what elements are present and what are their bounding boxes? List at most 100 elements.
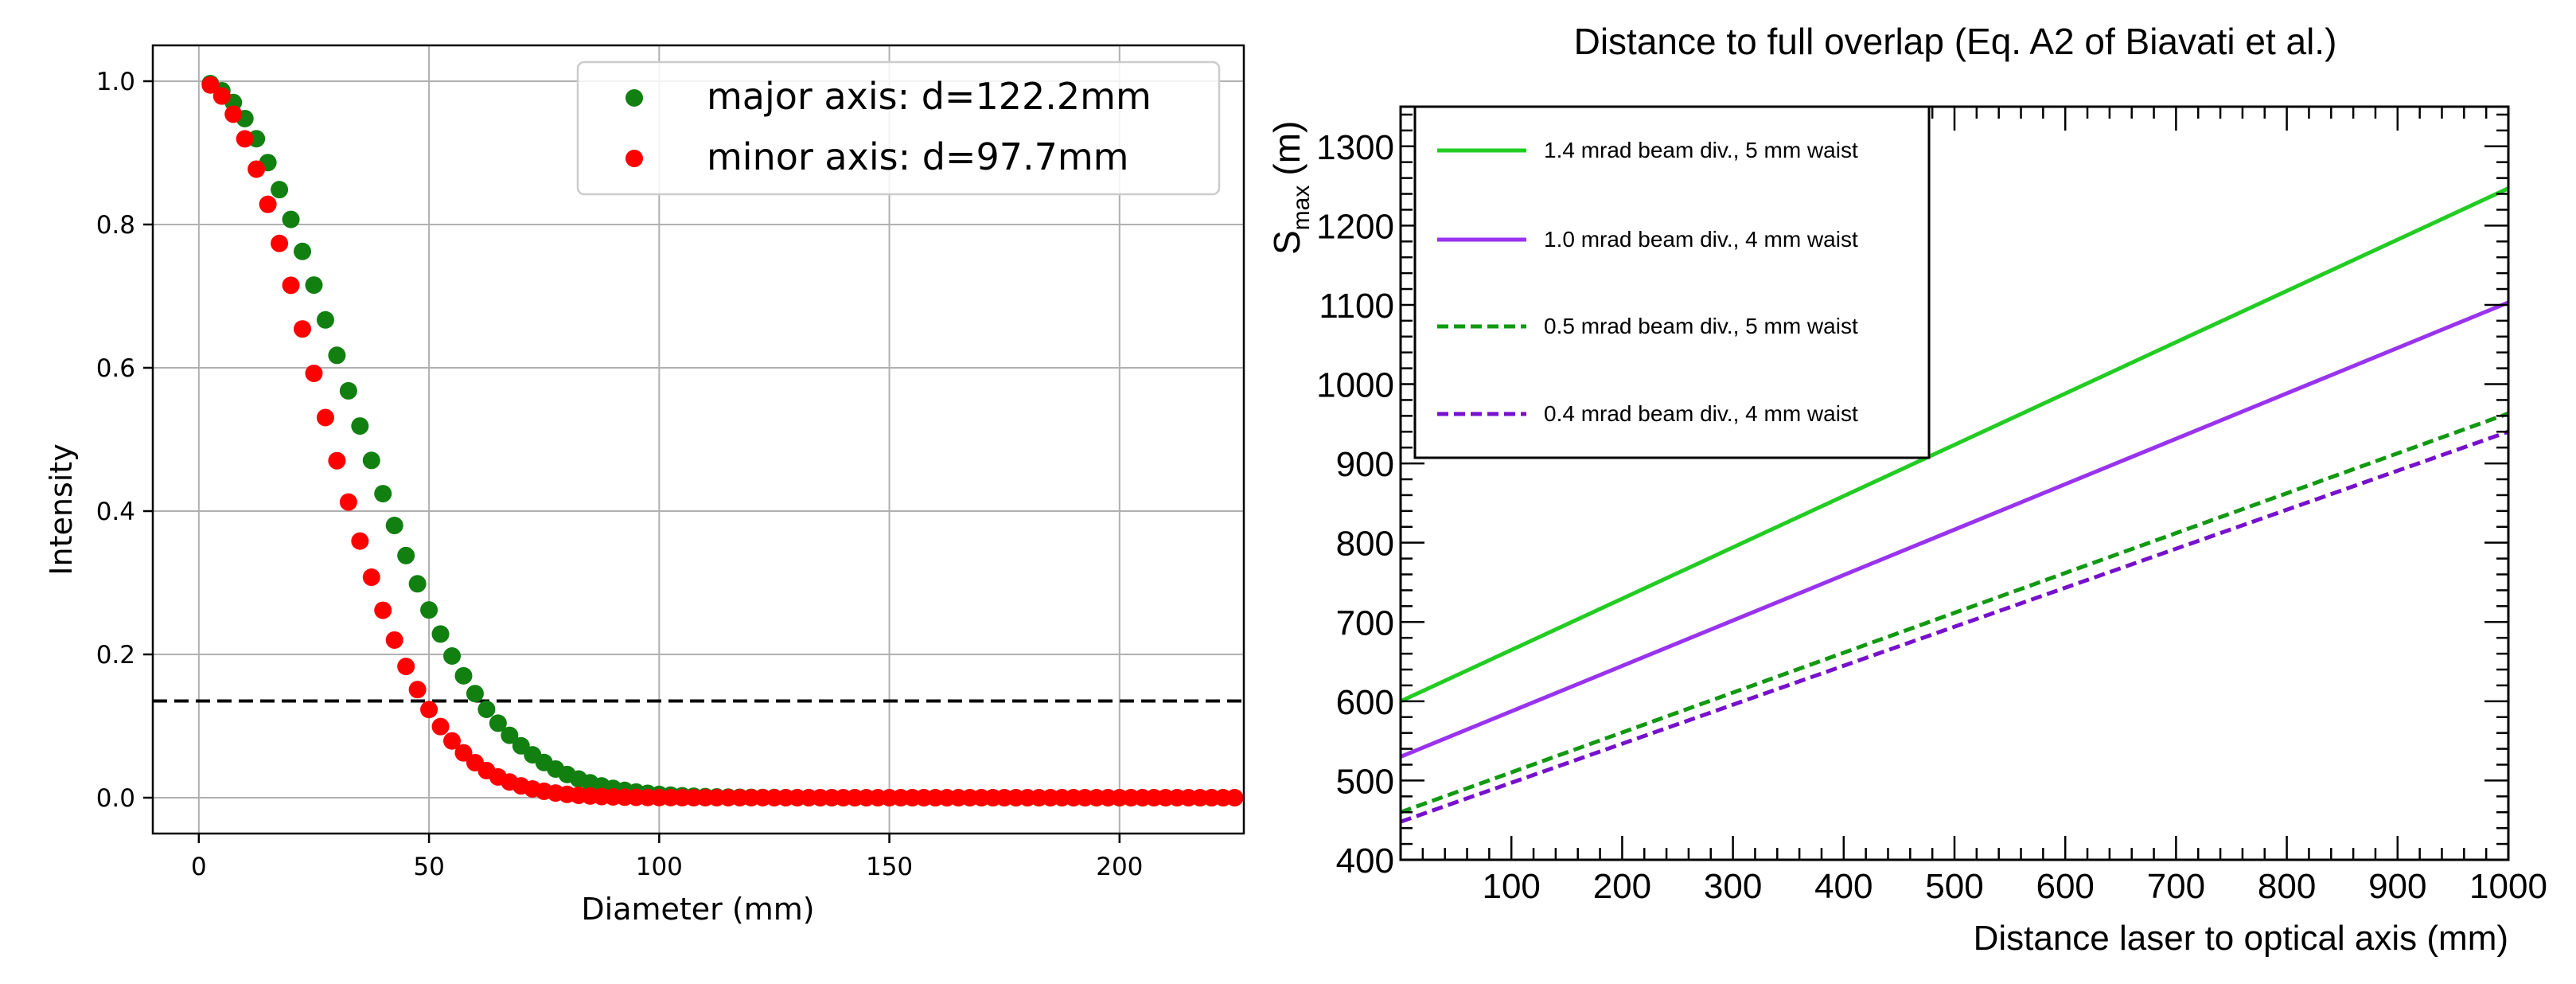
left-y-tick-labels: 0.0 0.2 0.4 0.6 0.8 1.0: [96, 68, 135, 813]
line-0.5mrad-5mm: [1400, 412, 2509, 814]
right-y-tick-label: 1100: [1319, 287, 1394, 326]
right-x-tick-label: 400: [1814, 867, 1873, 906]
left-legend: major axis: d=122.2mm minor axis: d=97.7…: [576, 61, 1221, 196]
right-y-tick-label: 800: [1336, 525, 1394, 564]
minor-axis-point: [282, 276, 300, 295]
left-y-tick-label: 0.6: [96, 354, 135, 383]
y-label-subscript: max: [1288, 185, 1315, 231]
minor-axis-point: [328, 451, 346, 470]
minor-axis-point: [362, 568, 380, 587]
left-x-tick-label: 150: [866, 853, 913, 881]
minor-axis-point: [259, 195, 277, 213]
legend-label-1.0mrad: 1.0 mrad beam div., 4 mm waist: [1544, 227, 1858, 252]
left-y-tick-label: 0.0: [96, 784, 135, 813]
major-axis-point: [282, 210, 300, 228]
right-y-axis-label: Smax (m): [1266, 121, 1315, 255]
minor-axis-point: [247, 160, 266, 178]
right-x-tick-label: 500: [1925, 867, 1983, 906]
right-x-tick-label: 800: [2258, 867, 2316, 906]
major-axis-point: [431, 625, 450, 643]
left-y-axis-label: Intensity: [44, 443, 79, 575]
minor-axis-point: [224, 105, 243, 123]
y-label-unit: (m): [1266, 121, 1307, 176]
left-x-axis-label: Diameter (mm): [581, 892, 814, 927]
left-legend-box: [576, 61, 1221, 196]
major-axis-point: [374, 485, 392, 503]
major-axis-point: [477, 700, 496, 718]
legend-marker-minor-axis: [625, 150, 643, 167]
right-legend-box: [1413, 105, 1931, 459]
minor-axis-point: [305, 364, 323, 382]
major-axis-point: [362, 451, 380, 470]
left-x-tick-labels: 0 50 100 150 200: [191, 853, 1143, 881]
right-x-tick-label: 600: [2036, 867, 2094, 906]
minor-axis-point: [316, 408, 334, 427]
major-axis-point: [501, 726, 519, 744]
right-series-lines: [1399, 186, 2510, 824]
legend-marker-major-axis: [625, 89, 643, 107]
overlap-distance-chart: Distance to full overlap (Eq. A2 of Biav…: [1266, 21, 2547, 958]
right-y-tick-label: 600: [1336, 683, 1394, 722]
left-data-points: [201, 75, 1244, 806]
right-y-tick-label: 400: [1336, 841, 1394, 881]
minor-axis-point: [271, 234, 289, 252]
minor-axis-point: [385, 631, 403, 649]
intensity-chart: 0 50 100 150 200 0.0 0.2 0.4 0.6 0.8 1.0 Diameter…: [44, 44, 1245, 927]
minor-axis-point: [236, 130, 254, 148]
right-y-tick-label: 1000: [1316, 366, 1394, 405]
major-axis-point: [294, 242, 312, 260]
legend-label-1.4mrad: 1.4 mrad beam div., 5 mm waist: [1544, 138, 1858, 162]
right-x-tick-label: 200: [1593, 867, 1651, 906]
major-axis-point: [351, 417, 369, 435]
minor-axis-point: [294, 320, 312, 338]
legend-label-0.4mrad: 0.4 mrad beam div., 4 mm waist: [1544, 401, 1858, 426]
major-axis-point: [328, 346, 346, 365]
right-chart-title: Distance to full overlap (Eq. A2 of Biav…: [1574, 21, 2337, 62]
minor-axis-point: [339, 493, 357, 511]
right-y-tick-label: 1200: [1316, 207, 1394, 246]
legend-label-major-axis: major axis: d=122.2mm: [707, 75, 1152, 118]
major-axis-point: [408, 575, 427, 593]
minor-axis-point: [1226, 789, 1244, 806]
minor-axis-point: [420, 701, 438, 719]
right-y-axis-label-text: Smax (m): [1266, 121, 1315, 255]
minor-axis-point: [397, 658, 415, 676]
line-1.0mrad-4mm: [1400, 300, 2509, 759]
major-axis-point: [443, 646, 462, 665]
right-x-tick-labels: 100 200 300 400 500 600 700 800 900 1000: [1482, 867, 2547, 906]
minor-axis-point: [408, 681, 427, 699]
minor-axis-point: [431, 717, 450, 736]
major-axis-point: [339, 381, 357, 400]
right-y-tick-label: 1300: [1316, 128, 1394, 167]
right-x-tick-label: 1000: [2469, 867, 2547, 906]
minor-axis-point: [212, 87, 231, 105]
left-y-tick-label: 1.0: [96, 68, 135, 96]
y-label-symbol: S: [1266, 230, 1307, 255]
legend-label-minor-axis: minor axis: d=97.7mm: [707, 135, 1128, 178]
line-0.4mrad-4mm: [1400, 429, 2509, 824]
right-y-tick-label: 700: [1336, 603, 1394, 642]
right-y-tick-label: 500: [1336, 762, 1394, 801]
line-1.4mrad-5mm: [1399, 186, 2510, 704]
left-y-tick-label: 0.4: [96, 498, 135, 526]
major-axis-point: [305, 276, 323, 295]
major-axis-point: [397, 546, 415, 564]
left-y-tick-label: 0.2: [96, 641, 135, 670]
major-axis-point: [316, 310, 334, 329]
left-y-tick-label: 0.8: [96, 211, 135, 240]
major-axis-point: [489, 714, 507, 732]
right-y-tick-label: 900: [1336, 445, 1394, 484]
right-x-tick-label: 900: [2368, 867, 2426, 906]
legend-label-0.5mrad: 0.5 mrad beam div., 5 mm waist: [1544, 314, 1858, 338]
left-x-tick-label: 50: [413, 853, 444, 881]
major-axis-point: [271, 181, 289, 199]
minor-axis-point: [454, 744, 473, 762]
major-axis-point: [385, 517, 403, 535]
right-x-tick-label: 700: [2147, 867, 2205, 906]
minor-axis-point: [351, 532, 369, 550]
minor-axis-point: [374, 601, 392, 619]
right-y-tick-labels: 400 500 600 700 800 900 1000 1100 1200 1300: [1316, 128, 1394, 881]
right-legend: 1.4 mrad beam div., 5 mm waist 1.0 mrad …: [1413, 105, 1931, 459]
